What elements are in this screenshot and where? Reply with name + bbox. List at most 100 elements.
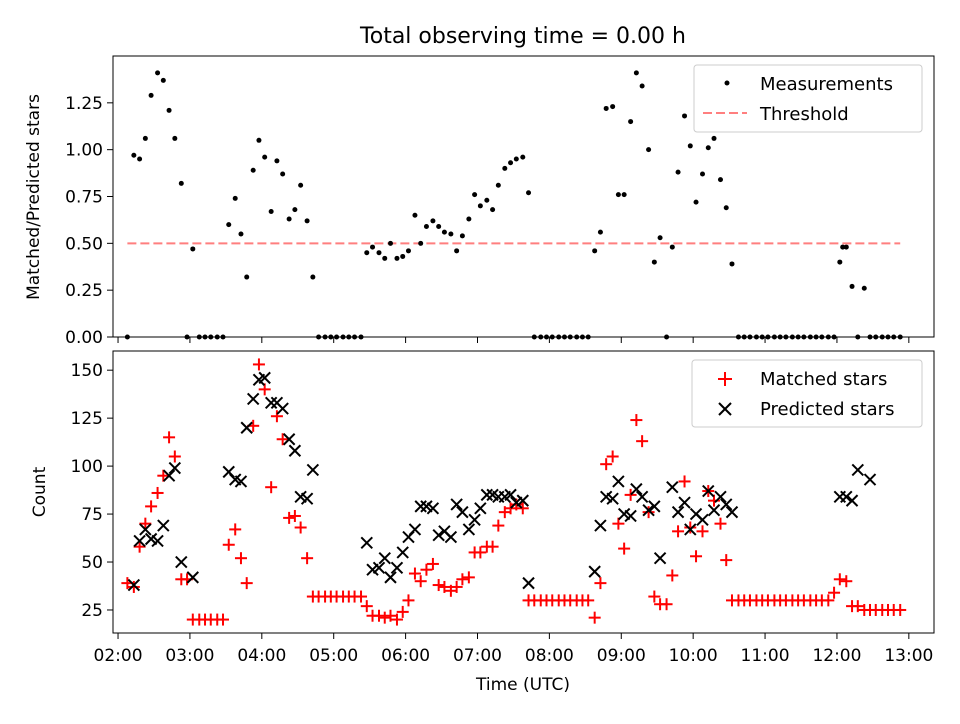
predicted-star-point [606,492,619,505]
measurement-point [405,248,411,254]
measurement-point [840,244,846,250]
predicted-star-point [725,505,739,519]
predicted-star-point [127,578,141,592]
matched-star-point [630,414,643,427]
bottom-x-tick-label: 05:00 [309,646,358,666]
matched-star-point [600,458,613,471]
measurement-point [376,250,382,256]
predicted-star-point [671,505,685,519]
predicted-star-point [162,469,176,482]
predicted-star-point [264,396,278,410]
measurement-point [628,119,634,125]
bottom-legend-box [691,359,923,428]
matched-star-point [624,488,637,501]
measurement-point [837,259,843,265]
bottom-x-tick-label: 10:00 [669,646,718,666]
matched-star-point [355,590,368,603]
predicted-star-point [851,463,865,477]
predicted-star-point [635,490,649,504]
matched-star-point [402,594,415,607]
measurement-point [448,231,454,237]
measurement-point [592,248,598,254]
matched-star-point [660,598,673,611]
matched-star-point [714,517,727,530]
predicted-star-point [504,488,517,502]
bottom-y-tick-label: 150 [71,361,103,381]
top-plot-area [124,70,903,340]
matched-star-point [222,538,235,551]
measurement-point [370,244,376,250]
legend-marker-x-icon [718,402,732,416]
measurement-point [502,165,508,171]
predicted-star-point [678,496,691,509]
matched-star-point [252,358,265,371]
predicted-star-point [707,504,721,517]
top-y-ticks: 0.00 0.25 0.50 0.75 1.00 1.25 [65,94,113,348]
matched-star-point [438,580,451,593]
predicted-star-point [396,546,409,559]
matched-star-point [678,475,691,488]
measurement-point [178,180,184,186]
top-legend: Measurements Threshold [693,64,923,133]
measurement-point [238,231,244,237]
matched-star-point [396,605,409,618]
matched-star-point [833,573,846,586]
bottom-x-tick-label: 03:00 [165,646,214,666]
measurement-point [172,135,178,141]
measurement-point [717,177,723,183]
predicted-star-point [378,551,391,565]
predicted-star-point [516,494,529,507]
bottom-x-tick-label: 12:00 [812,646,861,666]
predicted-star-point [414,500,427,513]
measurement-point [364,250,370,256]
measurement-point [148,92,154,98]
predicted-star-point [139,523,152,536]
bottom-x-tick-label: 11:00 [741,646,790,666]
measurement-point [142,135,148,141]
measurement-point [418,240,424,246]
predicted-star-point [863,473,877,486]
legend-label-measurements: Measurements [760,74,893,95]
measurement-point [508,160,514,166]
matched-star-point [456,573,469,586]
top-legend-box [693,64,923,133]
measurement-point [849,283,855,289]
matched-star-point [462,571,475,584]
predicted-star-point [624,509,637,523]
measurement-point [646,147,652,153]
bottom-x-tick-label: 06:00 [381,646,430,666]
measurement-point [639,83,645,89]
bottom-y-tick-label: 100 [71,457,103,477]
matched-star-point [390,613,403,626]
predicted-star-point [696,513,709,527]
predicted-star-point [648,500,661,513]
predicted-star-point [360,536,373,550]
matched-star-point [168,450,181,463]
measurement-point [861,285,867,291]
matched-star-point [851,600,864,613]
measurement-point [388,240,394,246]
bottom-x-ticks: 02:00 03:00 04:00 05:00 06:00 07:00 08:00 09:00… [94,633,933,666]
matched-star-point [582,594,595,607]
matched-star-point [234,552,247,565]
measurement-point [166,107,172,113]
measurement-point [155,70,161,76]
matched-star-point [426,557,439,570]
measurement-point [131,152,137,158]
measurement-point [400,253,406,259]
measurement-point [490,207,496,213]
matched-star-point [642,506,655,519]
legend-label-predicted-stars: Predicted stars [760,399,894,420]
matched-star-point [840,575,853,588]
predicted-star-point [300,492,314,505]
measurement-point [190,246,196,252]
measurement-point [495,182,501,188]
predicted-star-point [186,571,200,584]
predicted-star-point [642,504,655,517]
predicted-star-point [426,502,440,515]
predicted-star-point [702,484,715,498]
predicted-star-point [684,523,697,536]
matched-star-point [894,603,907,616]
matched-star-point [216,613,229,626]
measurement-point [669,244,675,250]
